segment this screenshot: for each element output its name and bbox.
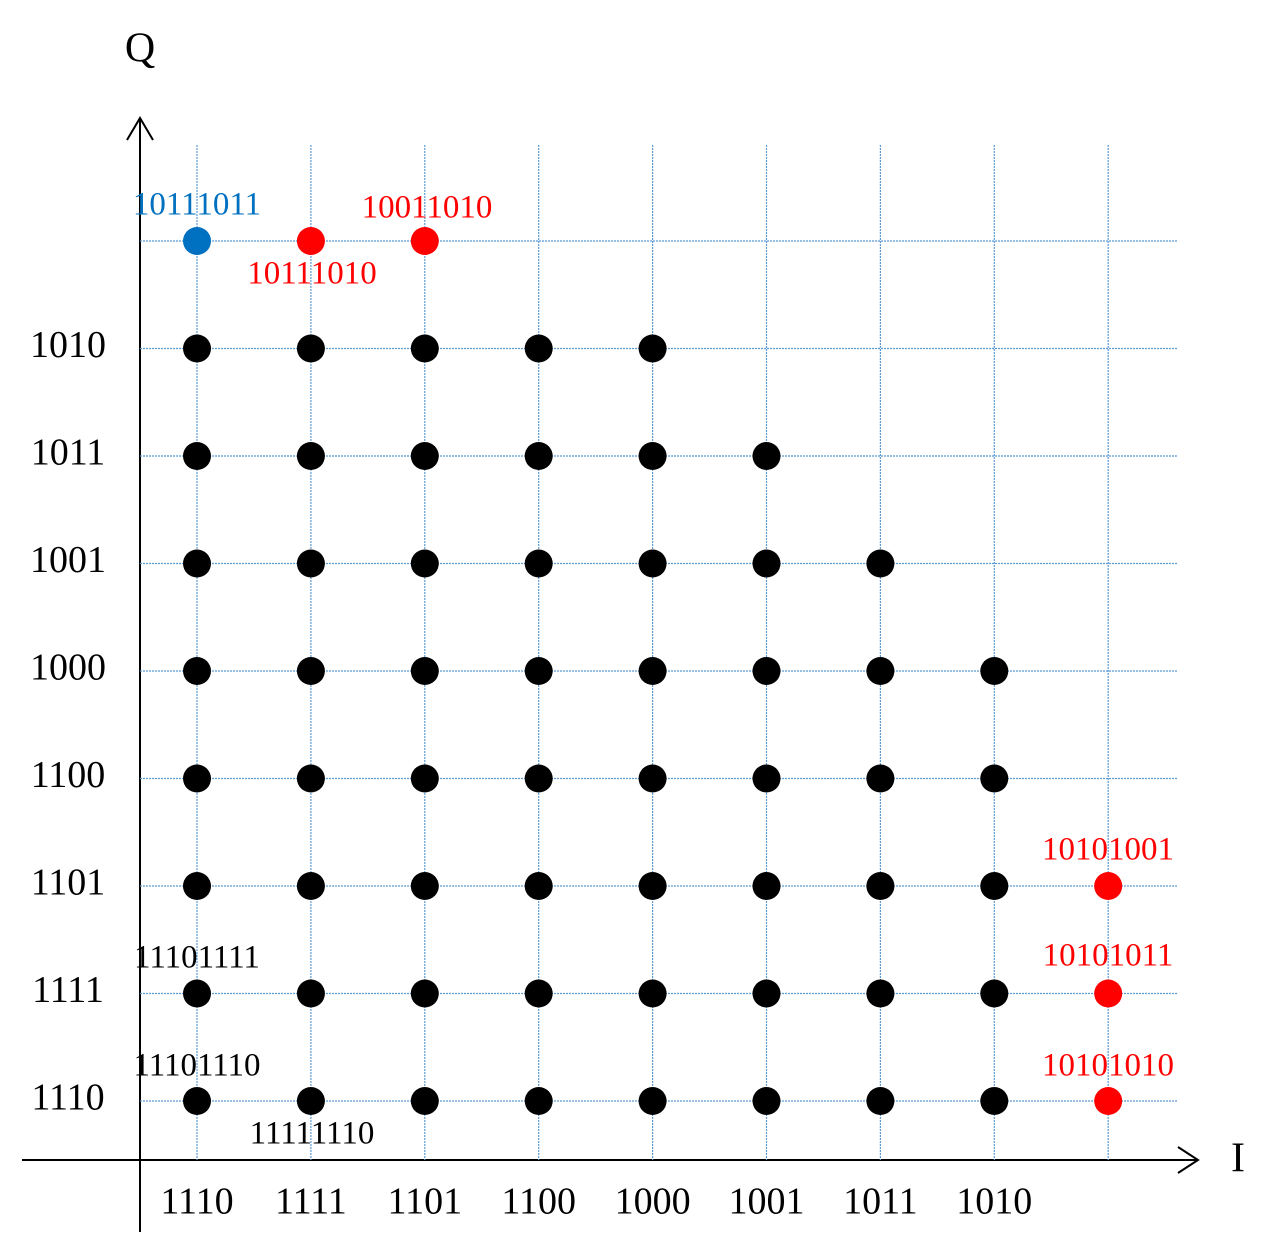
i-label: 1000 [615,1181,691,1223]
point-label: 11101111 [134,940,260,976]
constellation-point [980,764,1009,793]
q-label: 1011 [31,432,106,474]
i-label: 1001 [729,1181,805,1223]
q-label: 1000 [30,647,106,689]
constellation-point [752,549,781,578]
constellation-point [183,1087,211,1115]
point-label: 11101110 [133,1048,260,1084]
i-arrow [1177,1146,1200,1174]
constellation-point [183,657,211,685]
constellation-point [752,979,781,1008]
constellation-point [752,657,781,685]
q-label: 1110 [31,1077,104,1119]
constellation-point [410,979,439,1008]
constellation-point [183,872,211,900]
i-label: 1101 [388,1181,463,1223]
point-label: 11111110 [250,1116,375,1152]
point-label: 10101001 [1042,832,1174,868]
constellation-point [296,657,325,685]
constellation-point [980,872,1009,900]
constellation-point [410,549,439,578]
constellation-point [296,1087,325,1115]
constellation-point [638,442,667,470]
constellation-point [752,764,781,793]
q-label: 1100 [31,754,106,796]
constellation-point [752,442,781,470]
constellation-point [524,442,553,470]
constellation-point [524,872,553,900]
constellation-point [638,549,667,578]
q-label: 1111 [32,969,104,1011]
constellation-point [866,979,895,1008]
constellation-point [410,227,439,255]
i-label: 1010 [956,1181,1032,1223]
constellation-point [752,1087,781,1115]
q-label: 1101 [31,862,106,904]
constellation-point [296,334,325,363]
constellation-point [524,334,553,363]
constellation-point [296,764,325,793]
constellation-point [1094,1087,1123,1115]
constellation-point [410,442,439,470]
constellation-point [296,227,325,255]
constellation-point [1094,979,1123,1008]
constellation-point [524,657,553,685]
constellation-point [638,764,667,793]
i-label: 1100 [501,1181,576,1223]
constellation-point [980,979,1009,1008]
constellation-point [866,1087,895,1115]
constellation-point [296,549,325,578]
constellation-point [410,657,439,685]
constellation-point [296,872,325,900]
i-label: 1011 [843,1181,918,1223]
constellation-point [638,872,667,900]
constellation-point [866,657,895,685]
q-label: 1001 [30,539,106,581]
point-label: 10101011 [1043,938,1174,974]
constellation-point [183,549,211,578]
constellation-point [183,979,211,1008]
constellation-point [1094,872,1123,900]
q-axis-label: Q [125,26,155,72]
i-label: 1110 [160,1181,233,1223]
point-label: 10101010 [1042,1048,1174,1084]
constellation-point [638,334,667,363]
point-label: 10011010 [362,190,493,226]
constellation-point [410,1087,439,1115]
constellation-point [296,979,325,1008]
constellation-point [866,549,895,578]
constellation-point [183,227,211,255]
constellation-point [752,872,781,900]
constellation-point [524,979,553,1008]
constellation-point [524,1087,553,1115]
constellation-point [410,872,439,900]
point-label: 10111010 [247,256,377,292]
constellation-point [410,334,439,363]
constellation-point [183,334,211,363]
point-label: 10111011 [133,187,261,223]
constellation-point [183,764,211,793]
constellation-point [524,549,553,578]
i-axis-label: I [1231,1136,1245,1182]
constellation-point [410,764,439,793]
constellation-point [638,979,667,1008]
constellation-point [638,1087,667,1115]
constellation-point [524,764,553,793]
constellation-point [638,657,667,685]
i-label: 1111 [275,1181,347,1223]
constellation-point [866,764,895,793]
constellation-point [296,442,325,470]
constellation-point [183,442,211,470]
constellation-point [980,1087,1009,1115]
q-label: 1010 [30,324,106,366]
constellation-point [980,657,1009,685]
constellation-point [866,872,895,900]
q-arrow [126,116,154,141]
